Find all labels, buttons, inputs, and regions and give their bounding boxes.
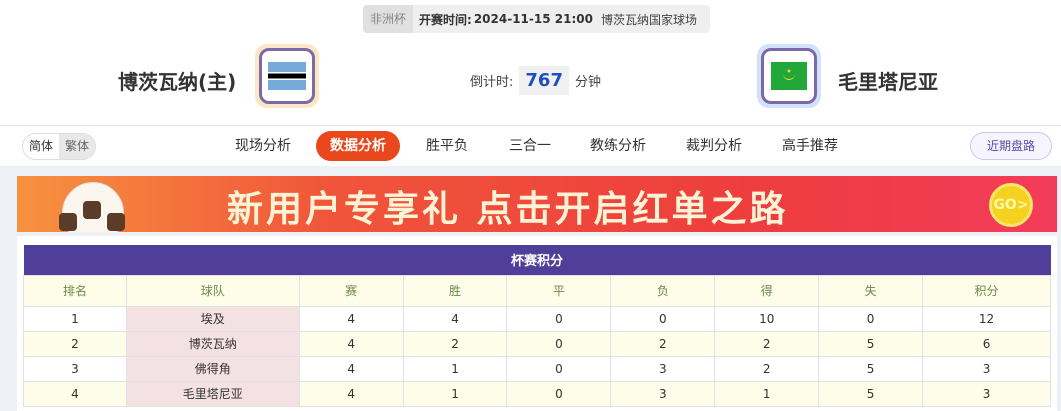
table-cell: 1 <box>402 355 508 382</box>
column-header: 得 <box>714 274 820 307</box>
table-cell: 4 <box>23 380 127 407</box>
table-cell: 12 <box>922 305 1051 332</box>
lang-simplified[interactable]: 简体 <box>29 139 54 153</box>
table-cell: 4 <box>298 305 404 332</box>
table-cell: 4 <box>298 380 404 407</box>
column-header: 赛 <box>298 274 404 307</box>
table-cell: 3 <box>922 380 1051 407</box>
table-row: 1 埃及 4 4 0 0 10 0 12 <box>23 305 1051 332</box>
banner-text: 新用户专享礼 点击开启红单之路 <box>227 189 789 230</box>
kickoff-label: 开赛时间: <box>419 12 472 27</box>
language-toggle[interactable]: 简体 繁体 <box>22 133 97 160</box>
tab-win-draw-loss[interactable]: 胜平负 <box>426 138 468 154</box>
countdown-value: 767 <box>519 66 569 95</box>
column-header: 排名 <box>23 274 127 307</box>
column-header: 球队 <box>125 274 300 307</box>
table-cell: 1 <box>402 380 508 407</box>
table-cell: 1 <box>23 305 127 332</box>
column-header: 负 <box>610 274 716 307</box>
table-cell: 3 <box>610 380 716 407</box>
away-flag-box <box>757 44 821 108</box>
botswana-flag-icon <box>268 62 306 90</box>
tab-referee-analysis[interactable]: 裁判分析 <box>686 138 742 154</box>
table-cell: 6 <box>922 330 1051 357</box>
table-cell: 0 <box>506 305 612 332</box>
home-team-name: 博茨瓦纳(主) <box>118 70 237 94</box>
table-cell: 4 <box>298 355 404 382</box>
nav-bar: 简体 繁体 现场分析 数据分析 胜平负 三合一 教练分析 裁判分析 高手推荐 近… <box>0 125 1061 166</box>
recent-odds-button[interactable]: 近期盘路 <box>970 132 1052 160</box>
table-cell: 4 <box>298 330 404 357</box>
table-cell: 2 <box>402 330 508 357</box>
standings-table: 杯赛积分 排名 球队赛胜平负得失积分 1 埃及 4 4 0 0 10 0 12 2 博茨瓦纳 4 2 0 2 2… <box>23 245 1051 407</box>
table-cell: 3 <box>23 355 127 382</box>
table-cell: 10 <box>714 305 820 332</box>
competition-label: 非洲杯 <box>363 5 414 33</box>
match-info-bar: 非洲杯 开赛时间: 2024-11-15 21:00 博茨瓦纳国家球场 <box>363 5 710 33</box>
countdown-unit: 分钟 <box>574 75 601 90</box>
table-cell: 0 <box>818 305 924 332</box>
countdown: 倒计时: 767 分钟 <box>470 66 601 95</box>
team-cell: 埃及 <box>125 305 300 332</box>
table-cell: 0 <box>506 380 612 407</box>
tab-live-analysis[interactable]: 现场分析 <box>235 138 291 154</box>
table-cell: 4 <box>402 305 508 332</box>
table-row: 2 博茨瓦纳 4 2 0 2 2 5 6 <box>23 330 1051 357</box>
kickoff-time: 2024-11-15 21:00 <box>473 12 593 26</box>
team-cell: 毛里塔尼亚 <box>125 380 300 407</box>
lang-traditional[interactable]: 繁体 <box>59 134 96 159</box>
mauritania-flag-icon <box>771 62 807 90</box>
table-row: 4 毛里塔尼亚 4 1 0 3 1 5 3 <box>23 380 1051 407</box>
tab-coach-analysis[interactable]: 教练分析 <box>590 138 646 154</box>
table-cell: 2 <box>714 355 820 382</box>
table-cell: 3 <box>922 355 1051 382</box>
team-cell: 佛得角 <box>125 355 300 382</box>
countdown-label: 倒计时: <box>470 75 514 90</box>
standings-card: 杯赛积分 排名 球队赛胜平负得失积分 1 埃及 4 4 0 0 10 0 12 2 博茨瓦纳 4 2 0 2 2… <box>17 236 1057 411</box>
table-row: 3 佛得角 4 1 0 3 2 5 3 <box>23 355 1051 382</box>
table-cell: 0 <box>506 330 612 357</box>
table-cell: 5 <box>818 355 924 382</box>
tab-expert-picks[interactable]: 高手推荐 <box>782 138 838 154</box>
tab-three-in-one[interactable]: 三合一 <box>509 138 551 154</box>
column-header: 积分 <box>922 274 1051 307</box>
away-team-name: 毛里塔尼亚 <box>838 70 938 94</box>
table-cell: 2 <box>714 330 820 357</box>
column-header: 平 <box>506 274 612 307</box>
promo-banner[interactable]: 新用户专享礼 点击开启红单之路 GO> <box>17 176 1057 232</box>
column-header-row: 排名 球队赛胜平负得失积分 <box>23 274 1051 307</box>
go-coin-icon[interactable]: GO> <box>989 183 1033 227</box>
table-cell: 0 <box>506 355 612 382</box>
table-cell: 5 <box>818 330 924 357</box>
column-header: 失 <box>818 274 924 307</box>
table-cell: 1 <box>714 380 820 407</box>
standings-title: 杯赛积分 <box>23 245 1051 275</box>
venue: 博茨瓦纳国家球场 <box>600 12 697 27</box>
table-cell: 5 <box>818 380 924 407</box>
table-cell: 2 <box>610 330 716 357</box>
table-cell: 0 <box>610 305 716 332</box>
column-header: 胜 <box>402 274 508 307</box>
home-flag-box <box>255 44 319 108</box>
table-cell: 3 <box>610 355 716 382</box>
team-cell: 博茨瓦纳 <box>125 330 300 357</box>
tab-data-analysis[interactable]: 数据分析 <box>316 131 400 161</box>
soccer-ball-icon <box>59 182 125 232</box>
table-cell: 2 <box>23 330 127 357</box>
